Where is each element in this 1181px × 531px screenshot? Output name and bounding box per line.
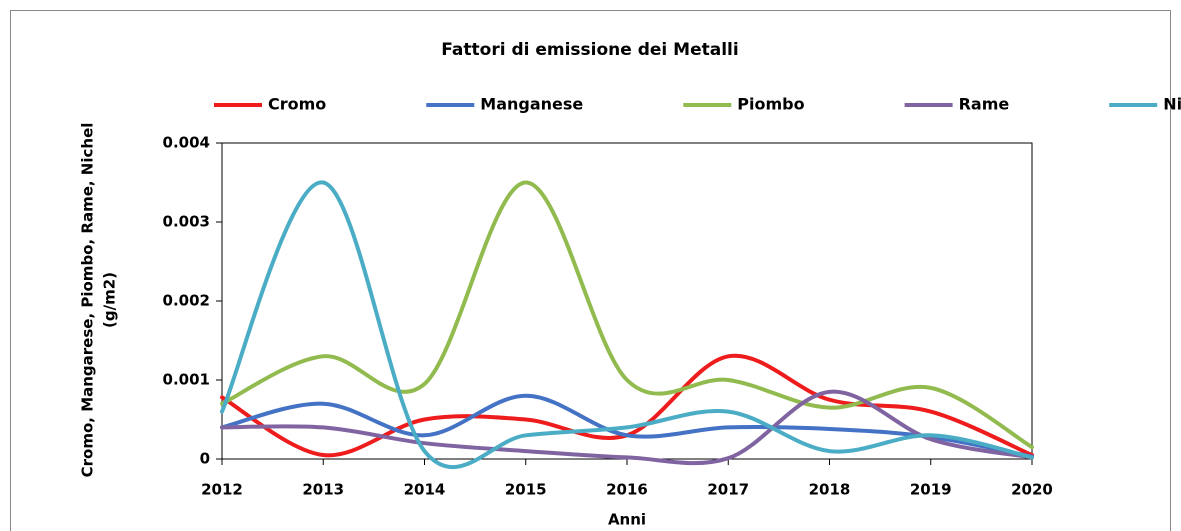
- y-tick-label: 0.001: [163, 371, 210, 389]
- legend-label: Nichel: [1163, 95, 1181, 114]
- series-line: [220, 180, 1034, 450]
- legend-label: Manganese: [480, 95, 583, 114]
- x-tick-label: 2013: [302, 481, 344, 499]
- chart-title: Fattori di emissione dei Metalli: [441, 40, 738, 60]
- x-tick-label: 2019: [910, 481, 952, 499]
- x-tick-label: 2014: [404, 481, 446, 499]
- x-tick-label: 2015: [505, 481, 547, 499]
- y-tick-label: 0.004: [163, 134, 210, 152]
- series-line: [220, 393, 1034, 459]
- x-tick-label: 2020: [1011, 481, 1053, 499]
- y-axis-label: Cromo, Mangarese, Piombo, Rame, Nichel (…: [79, 123, 119, 478]
- x-tick-label: 2016: [606, 481, 648, 499]
- x-tick-label: 2017: [707, 481, 749, 499]
- series-line: [220, 180, 1034, 469]
- y-tick-label: 0.003: [163, 213, 210, 231]
- y-axis-label-line: (g/m2): [101, 272, 119, 328]
- legend-label: Rame: [959, 95, 1010, 114]
- x-tick-label: 2012: [201, 481, 243, 499]
- x-tick-label: 2018: [809, 481, 851, 499]
- legend-label: Cromo: [268, 95, 326, 114]
- x-axis-label: Anni: [608, 511, 646, 529]
- y-tick-label: 0.002: [163, 292, 210, 310]
- y-axis-label-line: Cromo, Mangarese, Piombo, Rame, Nichel: [79, 123, 97, 478]
- series-line: [220, 389, 1034, 466]
- legend-label: Piombo: [737, 95, 804, 114]
- y-tick-label: 0: [200, 450, 210, 468]
